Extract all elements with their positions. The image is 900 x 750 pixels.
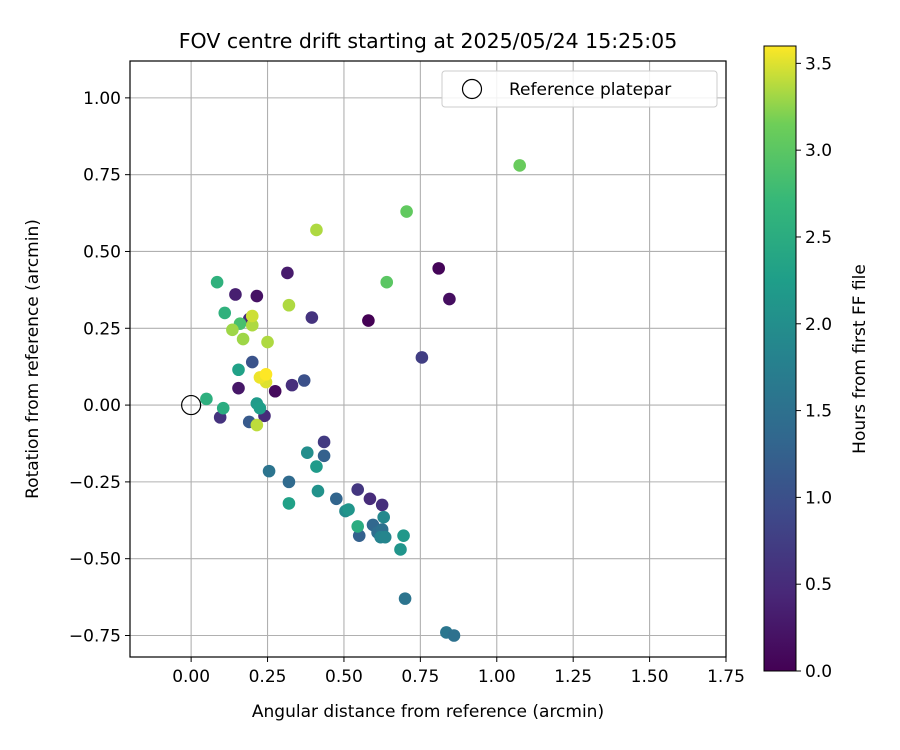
- data-point: [513, 159, 526, 172]
- data-point: [250, 289, 264, 303]
- x-axis-label: Angular distance from reference (arcmin): [252, 702, 604, 722]
- data-point: [317, 449, 331, 463]
- chart-title: FOV centre drift starting at 2025/05/24 …: [179, 29, 678, 53]
- data-point: [245, 318, 259, 332]
- data-point: [351, 520, 365, 533]
- data-point: [226, 323, 239, 337]
- y-tick-label: 0.00: [83, 396, 121, 416]
- colorbar: 0.0 0.5 1.0 1.5 2.0 2.5 3.0 3.5 Hours from firs…: [763, 45, 870, 682]
- data-point: [245, 309, 259, 323]
- data-point: [432, 262, 445, 275]
- data-point: [297, 374, 311, 387]
- data-point: [281, 266, 294, 280]
- colorbar-tick-label: 2.0: [805, 315, 832, 335]
- y-axis-label: Rotation from reference (arcmin): [23, 219, 43, 499]
- data-point: [268, 384, 282, 398]
- x-tick-label: 1.50: [631, 667, 669, 687]
- colorbar-gradient: [763, 45, 797, 672]
- data-point: [443, 292, 456, 306]
- reference-marker: [181, 394, 202, 416]
- plot-area: [129, 60, 727, 658]
- data-point: [398, 592, 412, 605]
- colorbar-tick-label: 1.5: [805, 402, 832, 422]
- y-axis-ticks: −0.75 −0.50 −0.25 0.00 0.25 0.50 0.75 1.00: [69, 89, 130, 646]
- x-tick-label: 0.00: [172, 667, 210, 687]
- legend-box: [441, 70, 718, 108]
- data-points: [200, 159, 526, 642]
- data-point: [285, 378, 299, 392]
- data-point: [377, 510, 390, 524]
- data-point: [282, 475, 296, 489]
- y-tick-label: 1.00: [83, 89, 121, 109]
- x-tick-label: 0.25: [249, 667, 287, 687]
- data-point: [394, 543, 407, 556]
- data-point: [259, 368, 273, 381]
- y-tick-label: 0.25: [83, 319, 121, 339]
- data-point: [210, 275, 224, 289]
- data-point: [253, 401, 267, 415]
- data-point: [400, 205, 413, 218]
- x-tick-label: 0.50: [325, 667, 363, 687]
- data-point: [236, 332, 250, 346]
- data-point: [362, 314, 375, 327]
- x-tick-label: 1.25: [554, 667, 592, 687]
- data-point: [245, 355, 259, 369]
- colorbar-tick-label: 2.5: [805, 228, 832, 248]
- data-point: [250, 418, 264, 432]
- plot-frame: [129, 60, 727, 658]
- y-tick-label: −0.50: [69, 550, 121, 570]
- data-point: [311, 484, 325, 498]
- data-point: [300, 446, 314, 460]
- grid-lines: [130, 61, 727, 657]
- legend-label: Reference platepar: [509, 80, 671, 100]
- data-point: [415, 351, 429, 364]
- data-point: [232, 381, 245, 395]
- y-tick-label: 0.50: [83, 242, 121, 262]
- x-tick-label: 0.75: [401, 667, 439, 687]
- reference-point: [181, 394, 202, 416]
- x-axis-ticks: 0.00 0.25 0.50 0.75 1.00 1.25 1.50 1.75: [172, 657, 745, 687]
- data-point: [447, 629, 461, 642]
- data-point: [317, 435, 331, 449]
- y-tick-label: −0.25: [69, 473, 121, 493]
- data-point: [351, 483, 365, 496]
- data-point: [310, 223, 323, 237]
- data-point: [363, 492, 377, 506]
- data-point: [375, 498, 389, 512]
- colorbar-ticks: 0.0 0.5 1.0 1.5 2.0 2.5 3.0 3.5: [796, 54, 832, 682]
- data-point: [282, 298, 296, 312]
- y-tick-label: 0.75: [83, 166, 121, 186]
- data-point: [305, 311, 319, 324]
- y-tick-label: −0.75: [69, 626, 121, 646]
- data-point: [262, 464, 276, 478]
- data-point: [330, 492, 343, 506]
- data-point: [342, 503, 355, 516]
- colorbar-tick-label: 3.0: [805, 141, 832, 161]
- x-tick-label: 1.75: [707, 667, 745, 687]
- data-point: [200, 392, 213, 406]
- legend: Reference platepar: [441, 70, 718, 108]
- x-tick-label: 1.00: [478, 667, 516, 687]
- data-point: [216, 401, 230, 415]
- legend-reference-marker: [461, 78, 483, 100]
- colorbar-tick-label: 0.0: [805, 662, 832, 682]
- data-point: [282, 497, 296, 510]
- colorbar-tick-label: 1.0: [805, 488, 832, 508]
- data-point: [232, 363, 245, 377]
- data-point: [378, 530, 392, 544]
- data-point: [218, 306, 232, 320]
- data-point: [261, 335, 274, 349]
- colorbar-label: Hours from first FF file: [850, 264, 870, 454]
- colorbar-tick-label: 0.5: [805, 575, 832, 595]
- data-point: [229, 288, 242, 301]
- data-point: [397, 529, 410, 542]
- colorbar-tick-label: 3.5: [805, 54, 832, 74]
- data-point: [380, 275, 394, 289]
- data-point: [310, 460, 323, 473]
